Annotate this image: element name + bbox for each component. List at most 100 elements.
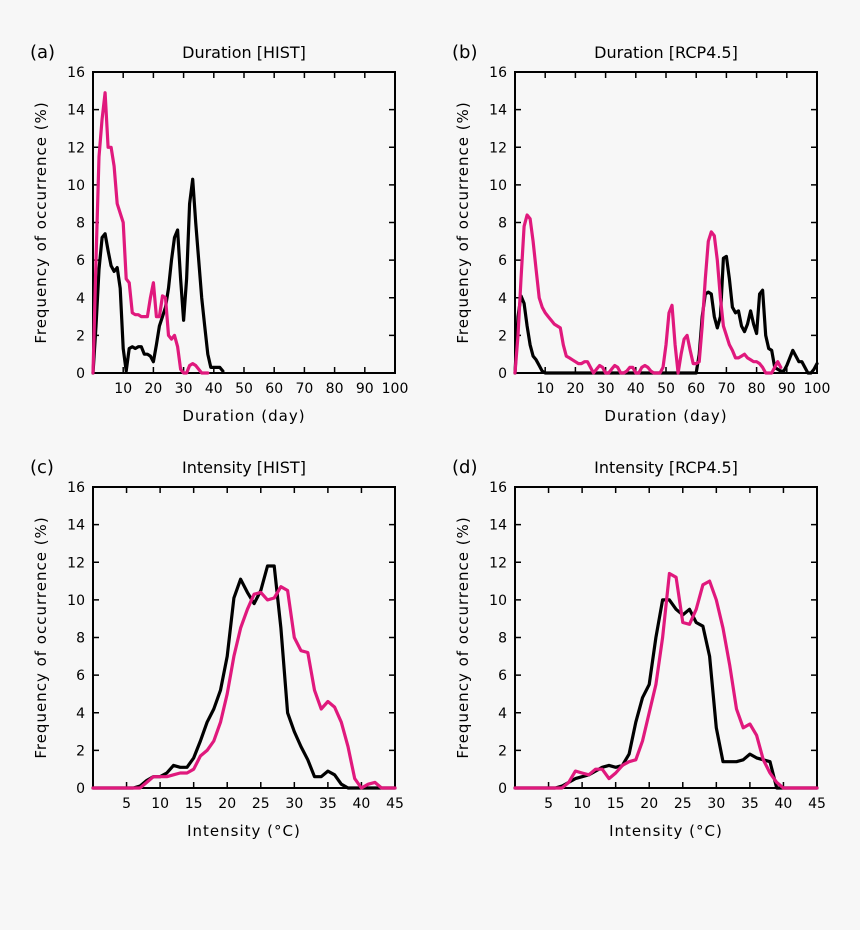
series-line-magenta [91, 91, 210, 375]
y-tick-label: 6 [76, 253, 85, 269]
y-tick-label: 14 [67, 518, 85, 534]
x-tick-label: 10 [114, 381, 132, 397]
chart-panel-3: (c) Intensity [HIST] 0 2 4 6 8 10 12 14 16 5 10 15 20 2… [30, 457, 404, 840]
y-axis-label: Frequency of occurrence (%) [32, 101, 50, 343]
x-tick-label: 60 [687, 381, 705, 397]
y-tick-label: 8 [76, 216, 85, 232]
y-tick-label: 8 [498, 216, 507, 232]
x-tick-label: 15 [185, 796, 203, 812]
x-tick-label: 40 [353, 796, 371, 812]
panel-label: (c) [30, 457, 54, 478]
y-tick-label: 0 [498, 781, 507, 797]
y-tick-label: 12 [489, 555, 507, 571]
x-tick-label: 30 [707, 796, 725, 812]
x-tick-label: 40 [205, 381, 223, 397]
x-tick-label: 35 [741, 796, 759, 812]
y-tick-label: 6 [76, 668, 85, 684]
x-tick-label: 30 [175, 381, 193, 397]
x-tick-label: 5 [544, 796, 553, 812]
y-tick-label: 2 [76, 743, 85, 759]
x-tick-label: 10 [573, 796, 591, 812]
series-line-black [513, 254, 819, 375]
series-line-black [91, 177, 225, 375]
series-line-black [513, 598, 819, 790]
x-tick-label: 45 [808, 796, 826, 812]
y-tick-label: 10 [489, 593, 507, 609]
x-axis-label: Intensity (°C) [187, 822, 301, 840]
x-tick-label: 30 [285, 796, 303, 812]
x-tick-label: 40 [775, 796, 793, 812]
plot-frame [514, 486, 818, 789]
y-tick-label: 14 [489, 518, 507, 534]
x-tick-label: 20 [144, 381, 162, 397]
chart-title: Duration [HIST] [182, 43, 306, 62]
x-tick-label: 100 [804, 381, 831, 397]
y-tick-label: 16 [489, 65, 507, 81]
panel-label: (b) [452, 42, 477, 63]
y-tick-label: 6 [498, 253, 507, 269]
chart-title: Duration [RCP4.5] [594, 43, 738, 62]
plot-frame [92, 486, 396, 789]
x-tick-label: 90 [778, 381, 796, 397]
y-tick-label: 4 [498, 706, 507, 722]
y-tick-label: 4 [76, 706, 85, 722]
panel-label: (a) [30, 42, 55, 63]
y-tick-label: 16 [67, 65, 85, 81]
y-tick-label: 14 [67, 103, 85, 119]
y-tick-label: 0 [76, 781, 85, 797]
y-tick-label: 10 [489, 178, 507, 194]
x-tick-label: 10 [536, 381, 554, 397]
y-tick-label: 6 [498, 668, 507, 684]
y-tick-label: 10 [67, 593, 85, 609]
series-line-magenta [513, 213, 783, 375]
y-tick-label: 10 [67, 178, 85, 194]
y-tick-label: 12 [67, 140, 85, 156]
x-tick-label: 40 [627, 381, 645, 397]
x-tick-label: 80 [326, 381, 344, 397]
chart-title: Intensity [RCP4.5] [594, 458, 738, 477]
x-tick-label: 5 [122, 796, 131, 812]
x-tick-label: 100 [382, 381, 409, 397]
y-tick-label: 0 [76, 366, 85, 382]
x-tick-label: 80 [748, 381, 766, 397]
plot-frame [92, 71, 396, 374]
y-tick-label: 16 [489, 480, 507, 496]
x-tick-label: 50 [657, 381, 675, 397]
y-tick-label: 12 [489, 140, 507, 156]
x-tick-label: 20 [566, 381, 584, 397]
x-tick-label: 30 [597, 381, 615, 397]
y-tick-label: 2 [498, 328, 507, 344]
x-axis-label: Duration (day) [182, 407, 305, 425]
x-tick-label: 20 [218, 796, 236, 812]
x-tick-label: 90 [356, 381, 374, 397]
x-tick-label: 70 [295, 381, 313, 397]
y-tick-label: 2 [498, 743, 507, 759]
y-tick-label: 4 [498, 291, 507, 307]
x-tick-label: 15 [607, 796, 625, 812]
y-tick-label: 0 [498, 366, 507, 382]
series-line-magenta [91, 585, 397, 790]
y-tick-label: 16 [67, 480, 85, 496]
chart-panel-4: (d) Intensity [RCP4.5] 0 2 4 6 8 10 12 14 16 5 10 15 2… [452, 457, 826, 840]
y-axis-label: Frequency of occurrence (%) [32, 516, 50, 758]
chart-panel-2: (b) Duration [RCP4.5] 0 2 4 6 8 10 12 14 16 10 20 30 4… [452, 42, 830, 425]
x-tick-label: 35 [319, 796, 337, 812]
x-tick-label: 70 [717, 381, 735, 397]
y-tick-label: 4 [76, 291, 85, 307]
panel-label: (d) [452, 457, 477, 478]
series-line-magenta [513, 571, 819, 790]
y-tick-label: 8 [498, 631, 507, 647]
x-axis-label: Intensity (°C) [609, 822, 723, 840]
x-tick-label: 25 [252, 796, 270, 812]
x-axis-label: Duration (day) [604, 407, 727, 425]
x-tick-label: 10 [151, 796, 169, 812]
y-axis-label: Frequency of occurrence (%) [454, 101, 472, 343]
x-tick-label: 45 [386, 796, 404, 812]
x-tick-label: 50 [235, 381, 253, 397]
x-tick-label: 60 [265, 381, 283, 397]
y-axis-label: Frequency of occurrence (%) [454, 516, 472, 758]
y-tick-label: 8 [76, 631, 85, 647]
y-tick-label: 12 [67, 555, 85, 571]
y-tick-label: 14 [489, 103, 507, 119]
